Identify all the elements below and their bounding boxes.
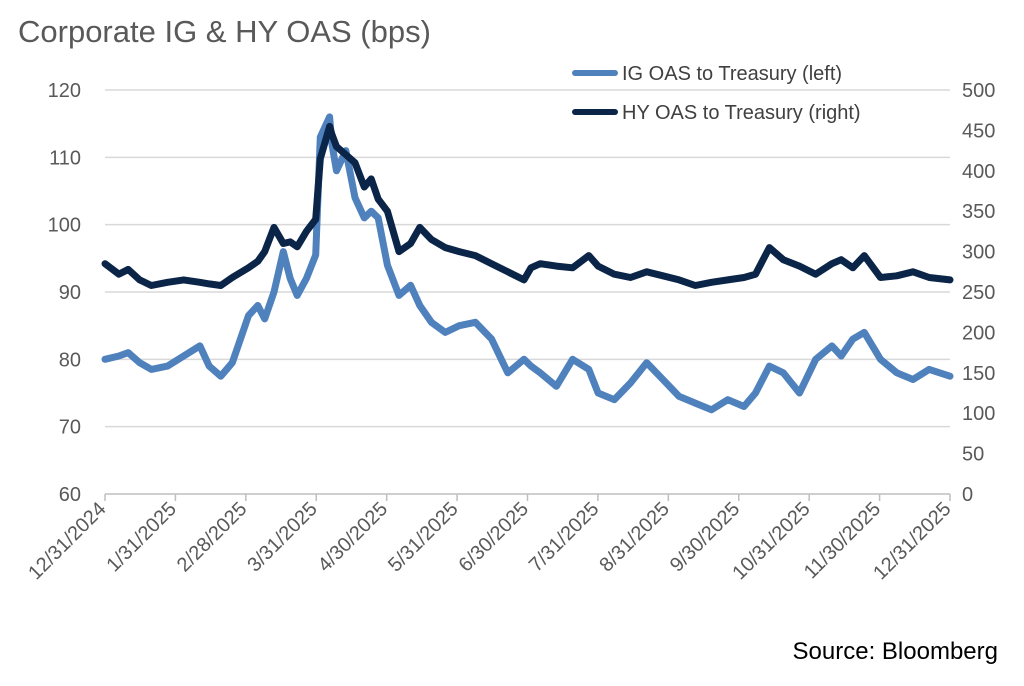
- y-left-tick-label: 70: [59, 417, 81, 439]
- y-right-tick-label: 350: [962, 201, 995, 223]
- ig-oas-line: [101, 113, 954, 414]
- y-left-tick-label: 100: [48, 215, 81, 237]
- legend: IG OAS to Treasury (left) HY OAS to Trea…: [572, 63, 861, 124]
- y-left-tick-label: 60: [59, 484, 81, 506]
- y-left-tick-label: 110: [49, 147, 81, 169]
- x-tick-label: 7/31/2025: [525, 498, 603, 576]
- legend-ig-label: IG OAS to Treasury (left): [622, 63, 842, 85]
- gridlines: [105, 89, 950, 428]
- x-tick-label: 3/31/2025: [243, 498, 321, 576]
- y-right-tick-label: 100: [962, 403, 995, 425]
- x-tick-label: 12/31/2024: [24, 498, 110, 584]
- y-right-tick-label: 250: [962, 282, 995, 304]
- y-right-tick-label: 300: [962, 242, 995, 264]
- source-note: Source: Bloomberg: [792, 638, 998, 665]
- series-lines: [101, 113, 954, 414]
- y-right-tick-label: 50: [962, 444, 984, 466]
- chart-title: Corporate IG & HY OAS (bps): [18, 14, 431, 49]
- legend-hy-label: HY OAS to Treasury (right): [622, 102, 861, 124]
- x-tick-label: 6/30/2025: [455, 498, 533, 576]
- x-tick-label: 1/31/2025: [102, 498, 180, 576]
- hy-oas-line: [101, 122, 954, 289]
- y-right-tick-label: 450: [962, 120, 995, 142]
- y-right-tick-label: 400: [962, 161, 995, 183]
- y-right-tick-label: 200: [962, 322, 995, 344]
- x-tick-label: 8/31/2025: [595, 498, 673, 576]
- y-right-tick-label: 0: [962, 484, 973, 506]
- y-left-tick-label: 90: [59, 282, 81, 304]
- axes: 60 70 80 90 100 110 120 0 50 100 150 200 250 300 350 40…: [24, 80, 995, 584]
- x-tick-label: 5/31/2025: [384, 498, 462, 576]
- x-tick-label: 4/30/2025: [314, 498, 392, 576]
- y-left-tick-label: 120: [48, 80, 81, 102]
- y-right-tick-label: 500: [962, 80, 995, 102]
- x-tick-label: 2/28/2025: [173, 498, 251, 576]
- y-left-tick-label: 80: [59, 349, 81, 371]
- y-right-tick-label: 150: [962, 363, 995, 385]
